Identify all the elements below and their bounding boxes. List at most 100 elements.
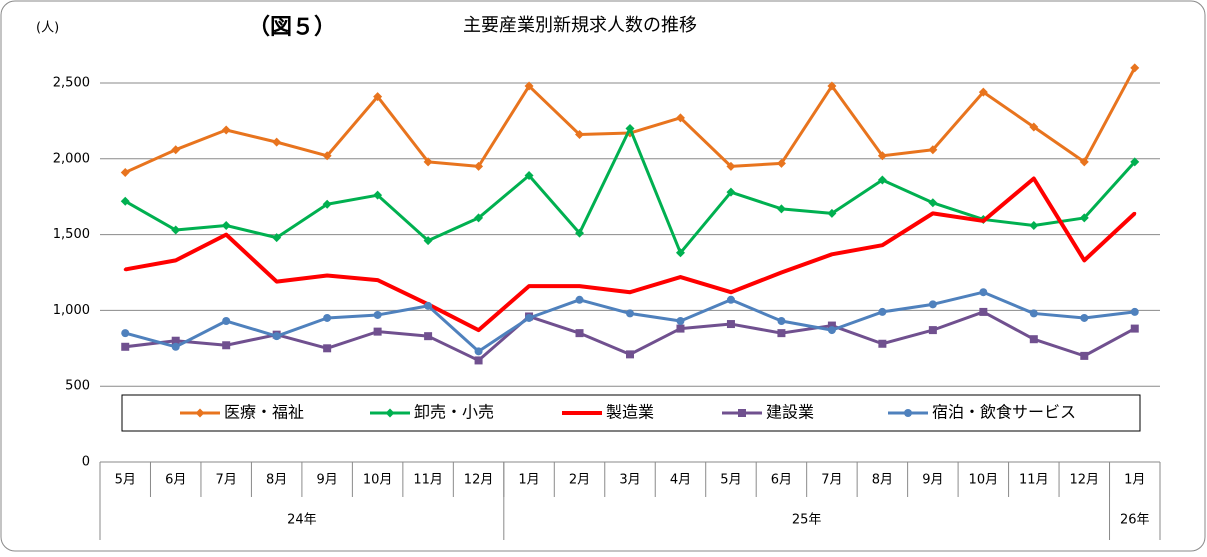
data-point <box>880 243 884 247</box>
data-point <box>626 350 634 359</box>
data-point <box>928 326 937 335</box>
x-tick-label: 10月 <box>969 473 999 488</box>
data-point <box>575 329 584 338</box>
data-point <box>322 199 332 209</box>
x-tick-label: 4月 <box>670 473 691 488</box>
data-point <box>979 288 988 297</box>
data-point <box>222 317 231 326</box>
x-tick-label: 8月 <box>266 473 287 488</box>
data-point <box>928 145 938 155</box>
y-unit: (人) <box>36 21 59 36</box>
data-point <box>1130 324 1139 333</box>
data-point <box>1082 258 1086 262</box>
data-point <box>726 187 736 197</box>
x-tick-label: 7月 <box>216 473 237 488</box>
data-point <box>777 329 786 338</box>
legend-marker <box>385 408 395 418</box>
x-tick-label: 6月 <box>771 473 792 488</box>
data-point <box>978 87 988 97</box>
data-point <box>1032 177 1036 181</box>
data-point <box>678 275 682 279</box>
data-point <box>979 307 988 316</box>
legend-marker <box>738 409 746 417</box>
y-tick-label: 1,500 <box>53 227 90 242</box>
data-point <box>878 307 887 316</box>
data-point <box>827 326 836 335</box>
data-point <box>827 321 836 330</box>
x-tick-label: 11月 <box>413 473 443 488</box>
x-tick-label: 1月 <box>518 473 539 488</box>
x-tick-label: 12月 <box>464 473 494 488</box>
data-point <box>373 327 382 336</box>
data-point <box>777 317 786 326</box>
data-point <box>776 158 786 168</box>
legend-label: 医療・福祉 <box>224 403 304 422</box>
data-point <box>524 170 534 180</box>
data-point <box>578 284 582 288</box>
x-tick-label: 12月 <box>1070 473 1100 488</box>
x-tick-label: 10月 <box>363 473 393 488</box>
data-point <box>776 204 786 214</box>
data-point <box>625 123 635 133</box>
data-point <box>726 320 735 329</box>
data-point <box>171 145 181 155</box>
data-point <box>423 236 433 246</box>
data-point <box>877 151 887 161</box>
data-point <box>878 339 887 348</box>
data-point <box>322 151 332 161</box>
x-tick-label: 7月 <box>821 473 842 488</box>
figure-label: （図５） <box>248 15 336 40</box>
legend-label: 宿泊・飲食サービス <box>932 403 1076 422</box>
data-point <box>174 258 178 262</box>
data-point <box>1029 309 1038 318</box>
data-point <box>628 290 632 294</box>
data-point <box>120 196 130 206</box>
data-point <box>1130 157 1140 167</box>
data-point <box>272 233 282 243</box>
y-tick-label: 2,500 <box>53 76 90 91</box>
data-point <box>931 211 935 215</box>
x-tick-label: 9月 <box>317 473 338 488</box>
data-point <box>1133 211 1137 215</box>
x-tick-label: 8月 <box>872 473 893 488</box>
data-point <box>121 342 130 351</box>
data-point <box>1080 313 1089 322</box>
data-point <box>981 219 985 223</box>
data-point <box>928 198 938 208</box>
data-point <box>171 342 180 351</box>
data-point <box>424 301 433 310</box>
data-point <box>1029 335 1038 344</box>
legend-label: 製造業 <box>606 403 654 422</box>
data-point <box>123 267 127 271</box>
data-point <box>527 284 531 288</box>
data-point <box>1079 213 1089 223</box>
data-point <box>474 356 483 365</box>
data-point <box>373 190 383 200</box>
data-point <box>376 278 380 282</box>
data-point <box>827 208 837 218</box>
data-point <box>323 313 332 322</box>
data-point <box>726 295 735 304</box>
legend-marker <box>195 408 205 418</box>
data-point <box>729 290 733 294</box>
data-point <box>626 309 634 318</box>
legend <box>121 394 1141 432</box>
data-point <box>221 125 231 135</box>
group-label: 26年 <box>1120 513 1150 528</box>
data-point <box>474 161 484 171</box>
data-point <box>827 81 837 91</box>
data-point <box>524 81 534 91</box>
data-point <box>830 252 834 256</box>
data-point <box>1029 221 1039 231</box>
data-point <box>726 161 736 171</box>
data-point <box>575 130 585 140</box>
data-point <box>221 221 231 231</box>
data-point <box>877 175 887 185</box>
x-tick-label: 6月 <box>165 473 186 488</box>
chart-title: 主要産業別新規求人数の推移 <box>463 15 697 36</box>
data-point <box>1130 307 1139 316</box>
y-tick-label: 0 <box>82 455 90 470</box>
data-point <box>928 300 937 309</box>
x-tick-label: 9月 <box>922 473 943 488</box>
